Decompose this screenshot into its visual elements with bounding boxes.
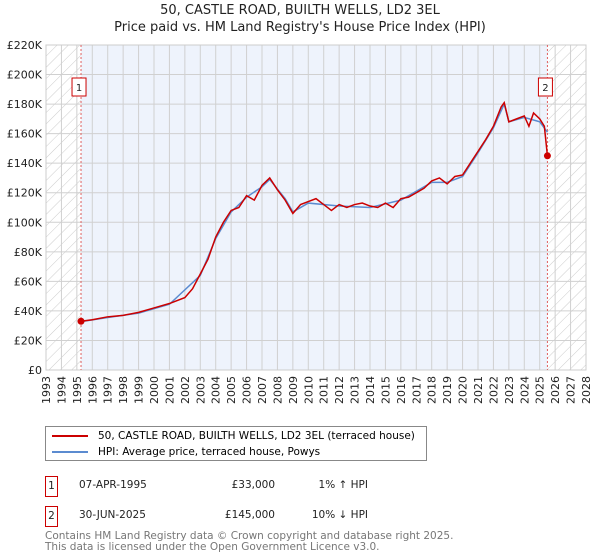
- x-tick-label: 2006: [241, 376, 254, 404]
- sale-point: [77, 317, 85, 325]
- x-tick-label: 2028: [580, 376, 593, 404]
- y-tick-label: £80K: [14, 246, 43, 259]
- x-tick-label: 2004: [210, 376, 223, 404]
- x-tick-label: 1994: [55, 376, 68, 404]
- sale-marker-number: 2: [542, 83, 548, 94]
- footer-line: Contains HM Land Registry data © Crown c…: [45, 530, 454, 542]
- y-tick-label: £180K: [7, 98, 43, 111]
- x-tick-label: 2002: [179, 376, 192, 404]
- footer-line: This data is licensed under the Open Gov…: [45, 541, 380, 553]
- plot-border: [45, 44, 587, 371]
- legend-item-price: 50, CASTLE ROAD, BUILTH WELLS, LD2 3EL (…: [52, 428, 415, 444]
- price-line: [80, 100, 549, 322]
- plot-area: 1993 1994 1995 1996 1997 1998 1999 2000 2001 2002…: [7, 39, 593, 404]
- sale-price: £33,000: [231, 479, 275, 491]
- x-tick-label: 2007: [256, 376, 269, 404]
- x-tick-label: 1993: [40, 376, 53, 404]
- x-tick-label: 2010: [302, 376, 315, 404]
- sale-date: 07-APR-1995: [79, 479, 147, 491]
- chart-subtitle: Price paid vs. HM Land Registry's House …: [114, 20, 486, 35]
- footer: Contains HM Land Registry data © Crown c…: [45, 531, 453, 553]
- x-tick-label: 2020: [457, 376, 470, 404]
- legend-item-hpi: HPI: Average price, terraced house, Powy…: [52, 444, 320, 460]
- sale-point: [543, 152, 551, 160]
- x-tick-label: 2013: [349, 376, 362, 404]
- x-tick-label: 2025: [534, 376, 547, 404]
- y-tick-label: £160K: [7, 128, 43, 141]
- ownership-period: [81, 45, 548, 370]
- x-tick-label: 2021: [472, 376, 485, 404]
- x-tick-label: 1995: [71, 376, 84, 404]
- x-tick-label: 2005: [225, 376, 238, 404]
- x-tick-label: 2017: [410, 376, 423, 404]
- x-tick-label: 2015: [379, 376, 392, 404]
- sale-marker-box: [537, 77, 553, 97]
- legend-swatch-blue: [52, 451, 88, 453]
- sale-marker-label: 2: [45, 506, 58, 527]
- sale-marker-label: 1: [45, 476, 58, 497]
- y-tick-label: £200K: [7, 69, 43, 82]
- legend-label: HPI: Average price, terraced house, Powy…: [98, 446, 321, 458]
- x-tick-label: 2024: [518, 376, 531, 404]
- y-tick-label: £220K: [7, 39, 43, 52]
- x-tick-label: 2003: [194, 376, 207, 404]
- x-tick-label: 2000: [148, 376, 161, 404]
- x-tick-label: 2018: [426, 376, 439, 404]
- legend-swatch-red: [52, 435, 88, 437]
- y-tick-label: £60K: [14, 275, 43, 288]
- x-tick-label: 1997: [102, 376, 115, 404]
- x-tick-label: 2019: [441, 376, 454, 404]
- x-tick-label: 2026: [549, 376, 562, 404]
- x-tick-label: 2023: [503, 376, 516, 404]
- legend-label: 50, CASTLE ROAD, BUILTH WELLS, LD2 3EL (…: [98, 430, 415, 442]
- y-tick-label: £20K: [14, 334, 43, 347]
- hatched-region-after: [547, 45, 586, 370]
- x-tick-label: 2022: [487, 376, 500, 404]
- sale-hpi-diff: 1% ↑ HPI: [318, 479, 368, 491]
- x-tick-label: 1998: [117, 376, 130, 404]
- y-tick-label: £120K: [7, 187, 43, 200]
- x-tick-label: 2008: [271, 376, 284, 404]
- sale-price: £145,000: [224, 509, 275, 521]
- x-tick-label: 2027: [565, 376, 578, 404]
- legend: 50, CASTLE ROAD, BUILTH WELLS, LD2 3EL (…: [45, 426, 427, 461]
- sale-hpi-diff: 10% ↓ HPI: [311, 509, 368, 521]
- x-tick-label: 2009: [287, 376, 300, 404]
- x-tick-label: 2014: [364, 376, 377, 404]
- x-tick-label: 2001: [163, 376, 176, 404]
- x-tick-label: 1996: [86, 376, 99, 404]
- y-tick-label: £100K: [7, 216, 43, 229]
- x-tick-label: 1999: [133, 376, 146, 404]
- sale-date: 30-JUN-2025: [79, 509, 146, 521]
- x-tick-label: 2016: [395, 376, 408, 404]
- sale-marker-box: [71, 77, 87, 97]
- x-tick-label: 2012: [333, 376, 346, 404]
- y-tick-label: £140K: [7, 157, 43, 170]
- y-tick-label: £40K: [14, 305, 43, 318]
- chart-title: 50, CASTLE ROAD, BUILTH WELLS, LD2 3EL: [160, 3, 440, 18]
- x-tick-label: 2011: [318, 376, 331, 404]
- sale-marker-number: 1: [76, 83, 82, 94]
- y-tick-label: £0: [28, 364, 42, 377]
- hatched-region-before: [46, 45, 82, 370]
